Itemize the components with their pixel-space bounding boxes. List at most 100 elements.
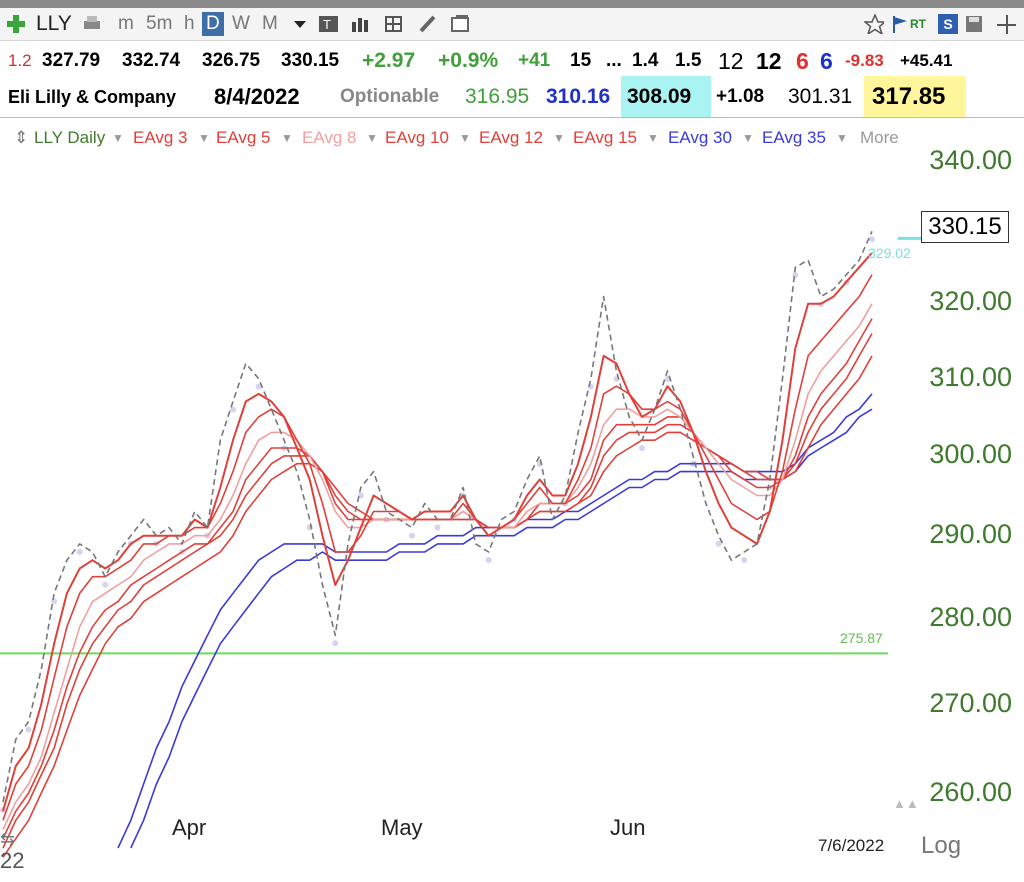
bar-chart-icon[interactable] [350, 14, 370, 34]
price-dot [792, 272, 799, 279]
printer-icon[interactable] [82, 14, 102, 34]
timeframe-mo[interactable]: M [262, 13, 278, 34]
quote-field-11: +45.41 [900, 51, 953, 70]
add-symbol-icon[interactable] [6, 14, 26, 34]
scroll-up-icon[interactable]: ▲▲ [893, 796, 919, 811]
legend-more[interactable]: More [860, 128, 899, 147]
legend-eavg-35[interactable]: EAvg 35 [762, 128, 826, 147]
pencil-icon[interactable] [418, 14, 438, 34]
legend-eavg-3[interactable]: EAvg 3 [133, 128, 188, 147]
series-line-eavg-8[interactable] [2, 303, 873, 830]
dropdown-arrow-icon[interactable]: ▼ [459, 131, 471, 145]
quote-field-1: +41 [518, 50, 551, 71]
left-cut-label: 22 [0, 848, 25, 873]
timeframe-5m[interactable]: 5m [146, 13, 173, 34]
current-price-box: 330.15 [921, 211, 1009, 243]
timeframe-w[interactable]: W [232, 13, 250, 34]
x-tick-label: Apr [172, 815, 207, 840]
dropdown-arrow-icon[interactable]: ▼ [742, 131, 754, 145]
dropdown-arrow-icon[interactable]: ▼ [281, 131, 293, 145]
legend-eavg-12[interactable]: EAvg 12 [479, 128, 543, 147]
price-dot [102, 581, 109, 588]
legend-eavg-15[interactable]: EAvg 15 [573, 128, 637, 147]
grid-settings-icon[interactable] [384, 14, 404, 34]
quote-date: 8/4/2022 [214, 84, 300, 109]
quote-change: +2.97 [362, 49, 416, 72]
y-tick-label: 280.00 [929, 602, 1012, 632]
x-tick-label: May [381, 815, 423, 840]
y-tick-label: 260.00 [929, 777, 1012, 807]
price-dot [869, 236, 875, 243]
price-dot [741, 557, 748, 564]
dropdown-arrow-icon[interactable]: ▼ [198, 131, 210, 145]
timeframe-h[interactable]: h [184, 13, 195, 34]
y-tick-label: 270.00 [929, 688, 1012, 718]
price-dot [332, 640, 339, 647]
svg-text:T: T [323, 17, 331, 32]
text-tool-icon[interactable]: T [318, 14, 338, 34]
quote-high: 332.74 [122, 50, 181, 71]
dropdown-arrow-icon[interactable] [290, 14, 310, 34]
quote-field-8: 6 [796, 48, 809, 74]
legend-eavg-5[interactable]: EAvg 5 [216, 128, 271, 147]
quote-close: 330.15 [281, 50, 340, 71]
quote-field-10: -9.83 [845, 51, 884, 70]
series-line-eavg-5[interactable] [2, 274, 873, 821]
quote-field-3: ... [606, 50, 622, 71]
flag-icon[interactable] [890, 14, 910, 34]
legend-lly-daily[interactable]: LLY Daily [34, 128, 106, 147]
quote-change-pct: +0.9% [438, 49, 499, 72]
quote-value-4: +1.08 [716, 86, 765, 107]
dropdown-arrow-icon[interactable]: ▼ [836, 131, 848, 145]
scroll-arrows-icon[interactable]: ⇆ [0, 829, 16, 849]
dropdown-arrow-icon[interactable]: ▼ [647, 131, 659, 145]
quote-field-7: 12 [756, 48, 782, 74]
dropdown-arrow-icon[interactable]: ▼ [112, 131, 124, 145]
note-icon[interactable] [450, 14, 470, 34]
save-icon[interactable] [964, 14, 984, 34]
legend-drag-handle[interactable]: ⇕ [14, 128, 29, 147]
price-dot [715, 540, 722, 547]
dropdown-arrow-icon[interactable]: ▼ [366, 131, 378, 145]
symbol-label[interactable]: LLY [36, 12, 72, 35]
timeframe-m[interactable]: m [118, 13, 134, 34]
cyan-price-label: 329.02 [868, 245, 911, 261]
x-tick-label: Jun [610, 815, 646, 840]
quote-field-5: 1.5 [675, 50, 702, 71]
series-line-eavg-35[interactable] [130, 408, 873, 849]
quote-open: 327.79 [42, 50, 101, 71]
quote-value-6: 317.85 [864, 76, 966, 118]
y-tick-label: 310.00 [929, 362, 1012, 392]
quote-field-6: 12 [718, 48, 744, 74]
price-dot [255, 383, 262, 390]
legend-eavg-8[interactable]: EAvg 8 [302, 128, 357, 147]
price-dot [434, 524, 441, 531]
series-line-eavg-30[interactable] [117, 393, 873, 849]
s-button[interactable]: S [938, 14, 958, 34]
series-line-eavg-10[interactable] [2, 318, 873, 840]
quote-value-5: 301.31 [788, 85, 853, 108]
log-scale-toggle[interactable]: Log [921, 832, 962, 859]
company-name: Eli Lilly & Company [8, 87, 177, 107]
quote-field-2: 15 [570, 50, 592, 71]
series-line-eavg-3[interactable] [2, 252, 873, 812]
price-dot [408, 532, 415, 539]
legend-eavg-10[interactable]: EAvg 10 [385, 128, 449, 147]
price-dot [76, 548, 83, 555]
series-line-lly-daily[interactable] [2, 230, 873, 803]
dropdown-arrow-icon[interactable]: ▼ [553, 131, 565, 145]
timeframe-d[interactable]: D [202, 12, 224, 36]
window-top-strip [0, 0, 1024, 8]
realtime-label[interactable]: RT [910, 17, 926, 31]
star-icon[interactable] [864, 14, 884, 34]
series-line-eavg-12[interactable] [2, 333, 873, 849]
series-line-eavg-15[interactable] [2, 355, 873, 858]
price-dot [638, 445, 645, 452]
move-icon[interactable] [996, 14, 1016, 34]
quote-field-4: 1.4 [632, 50, 659, 71]
divider [0, 117, 1024, 118]
legend-eavg-30[interactable]: EAvg 30 [668, 128, 732, 147]
x-axis-date: 7/6/2022 [818, 836, 885, 855]
price-dot [51, 598, 58, 605]
